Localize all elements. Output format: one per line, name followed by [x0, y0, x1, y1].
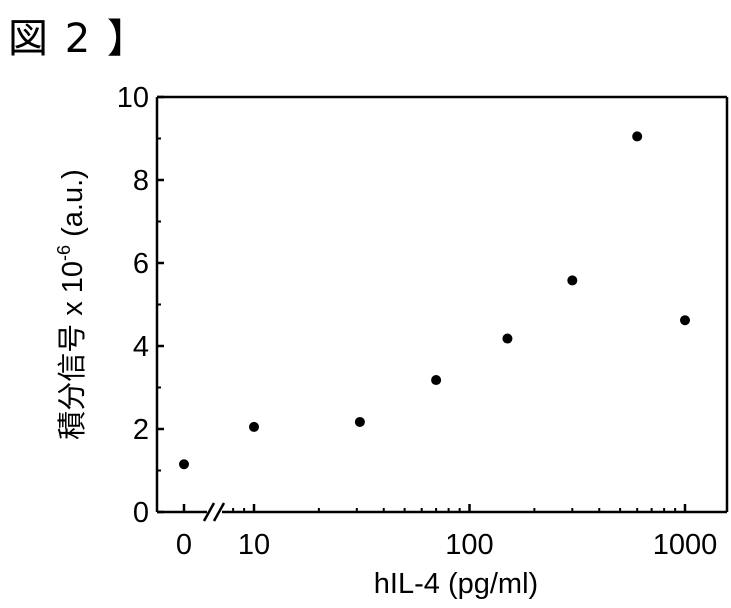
y-tick-label: 10 — [117, 82, 149, 114]
data-point — [179, 459, 189, 469]
plot-frame — [157, 97, 727, 521]
y-tick-label: 6 — [133, 248, 149, 280]
x-tick-label: 100 — [445, 529, 493, 561]
data-point — [502, 334, 512, 344]
y-tick-label: 0 — [133, 497, 149, 529]
y-axis-title-unit: (a.u.) — [57, 169, 89, 245]
data-point — [567, 275, 577, 285]
x-axis-title: hIL-4 (pg/ml) — [374, 568, 538, 600]
y-tick-label: 4 — [133, 331, 149, 363]
data-point — [249, 422, 259, 432]
y-axis-title: 積分信号 x 10-6 (a.u.) — [54, 169, 89, 440]
y-tick-label: 8 — [133, 165, 149, 197]
y-tick-label: 2 — [133, 414, 149, 446]
data-point — [632, 131, 642, 141]
svg-text:積分信号 x 10-6 (a.u.): 積分信号 x 10-6 (a.u.) — [54, 169, 89, 440]
y-axis-title-main: 積分信号 x 10 — [56, 261, 89, 440]
x-tick-label: 10 — [238, 529, 270, 561]
data-points — [179, 131, 690, 469]
x-tick-label: 1000 — [653, 529, 718, 561]
data-point — [355, 417, 365, 427]
x-tick-label: 0 — [176, 529, 192, 561]
data-point — [680, 315, 690, 325]
data-point — [431, 375, 441, 385]
y-axis-title-exponent: -6 — [54, 245, 74, 261]
